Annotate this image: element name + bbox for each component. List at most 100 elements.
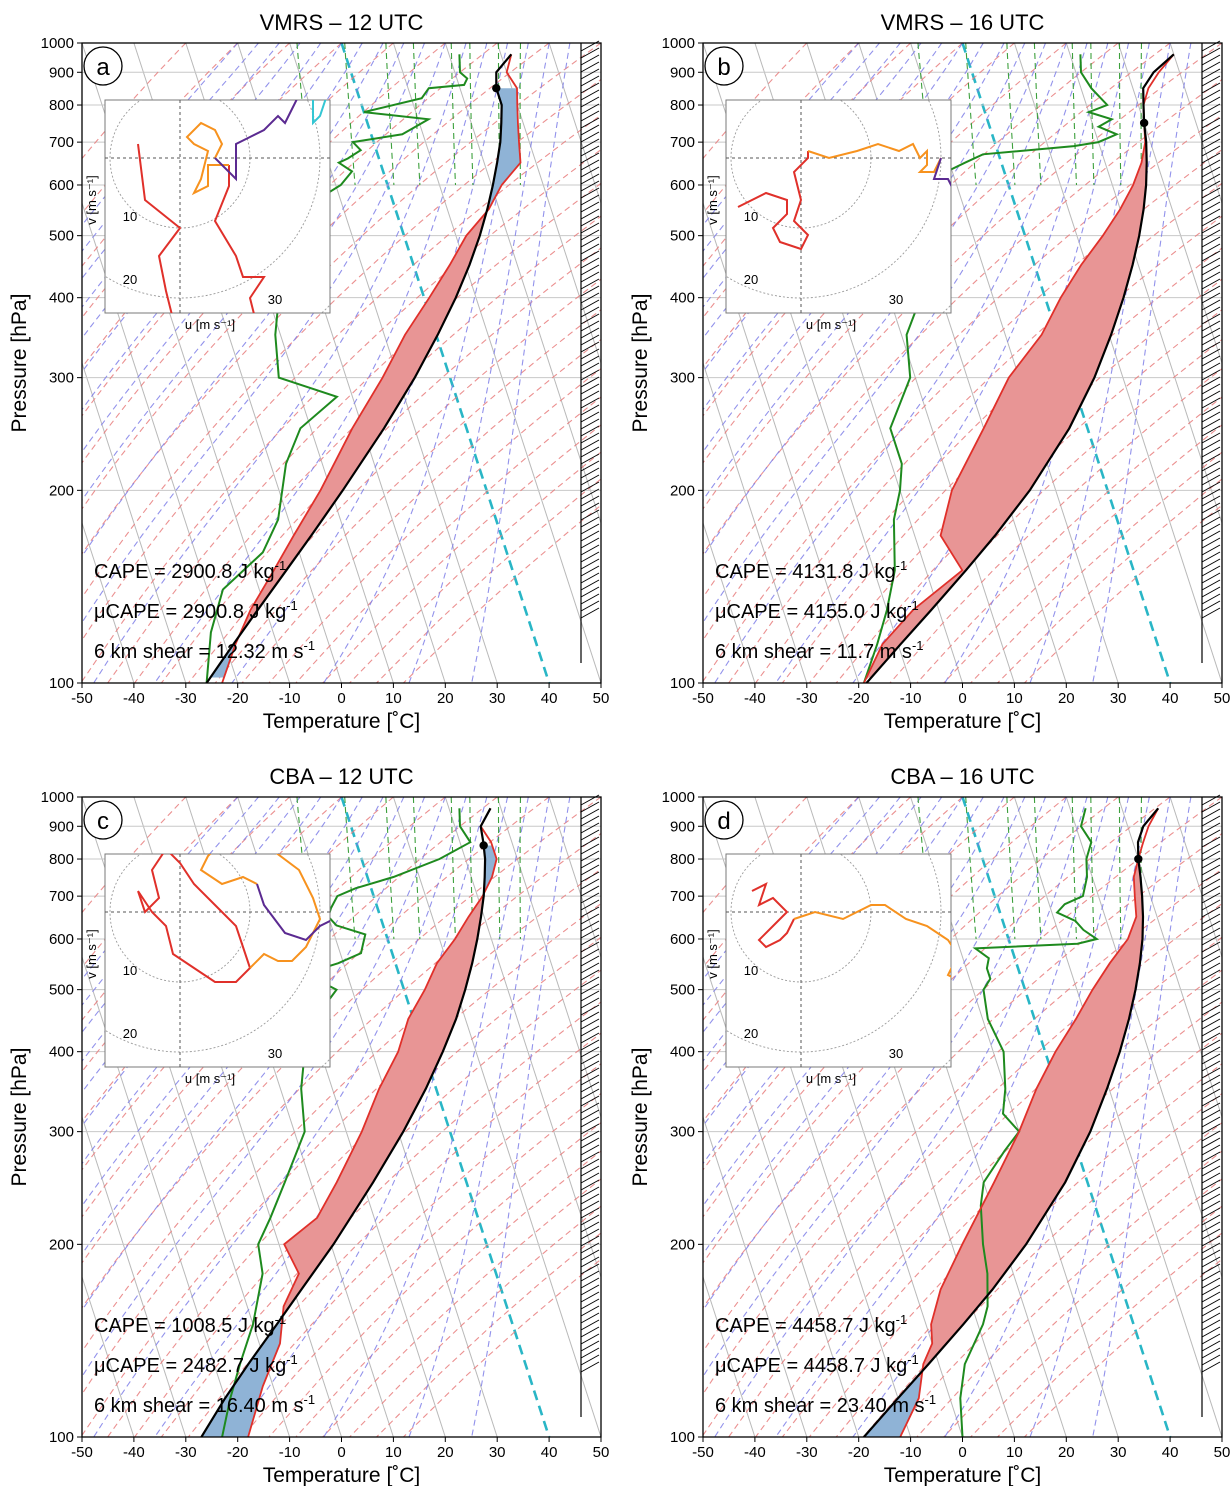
stat-mucape-sup: -1 (286, 1352, 298, 1367)
x-tick-label: 10 (1006, 690, 1023, 707)
wind-barbs (581, 795, 599, 1417)
y-tick-label: 600 (49, 931, 74, 948)
x-tick-label: -10 (279, 1444, 301, 1461)
x-tick-label: 10 (385, 690, 402, 707)
x-axis-label: Temperature [˚C] (884, 710, 1042, 733)
y-tick-label: 700 (670, 134, 695, 151)
lcl-marker (1134, 855, 1142, 863)
x-tick-label: 40 (1162, 690, 1179, 707)
x-tick-label: -40 (123, 1444, 145, 1461)
isotherm (445, 43, 653, 683)
stat-mucape: μCAPE = 4458.7 J kg-1 (715, 1352, 919, 1377)
stat-mucape-sup: -1 (907, 598, 919, 613)
x-tick-label: 20 (1058, 690, 1075, 707)
stat-mucape-text: μCAPE = 2900.8 J kg (94, 601, 286, 623)
hodograph-x-label: u [m s⁻¹] (185, 317, 235, 332)
y-tick-label: 500 (49, 982, 74, 999)
y-tick-label: 400 (670, 290, 695, 307)
y-tick-label: 1000 (41, 789, 74, 806)
x-tick-label: 20 (1058, 1444, 1075, 1461)
hodograph-ring-label: 20 (744, 1026, 758, 1041)
x-tick-label: 30 (1110, 690, 1127, 707)
stat-shear-sup: -1 (912, 638, 924, 653)
y-tick-label: 200 (670, 482, 695, 499)
hodograph-y-label: v [m s⁻¹] (705, 929, 720, 978)
stat-shear: 6 km shear = 23.40 m s-1 (715, 1392, 936, 1417)
x-tick-label: 50 (593, 1444, 610, 1461)
y-tick-label: 300 (49, 370, 74, 387)
x-tick-label: 40 (541, 1444, 558, 1461)
x-tick-label: 0 (337, 690, 345, 707)
hodograph-x-label: u [m s⁻¹] (806, 1071, 856, 1086)
stat-shear-text: 6 km shear = 11.7 m s (715, 641, 912, 663)
stat-cape-sup: -1 (275, 558, 287, 573)
hodograph-ring-label: 20 (744, 272, 758, 287)
x-tick-label: -50 (71, 1444, 93, 1461)
hodograph-ring-label: 10 (123, 963, 137, 978)
x-tick-label: 20 (437, 690, 454, 707)
lcl-marker (479, 841, 487, 849)
wind-barbs (1202, 41, 1220, 663)
hodograph-y-label: v [m s⁻¹] (84, 929, 99, 978)
y-tick-label: 900 (670, 818, 695, 835)
x-tick-label: -20 (848, 690, 870, 707)
hodograph-y-label: v [m s⁻¹] (84, 175, 99, 224)
x-tick-label: -10 (900, 1444, 922, 1461)
wind-barbs (581, 41, 599, 663)
mixing-ratio-line (386, 797, 394, 939)
y-tick-label: 300 (670, 370, 695, 387)
x-axis-label: Temperature [˚C] (884, 1464, 1042, 1486)
stat-shear: 6 km shear = 16.40 m s-1 (94, 1392, 315, 1417)
y-tick-label: 300 (670, 1124, 695, 1141)
hodograph-ring-label: 30 (889, 1046, 903, 1061)
stat-shear-sup: -1 (304, 1392, 316, 1407)
hodograph-y-label: v [m s⁻¹] (705, 175, 720, 224)
x-tick-label: -20 (227, 1444, 249, 1461)
hodograph-frame (726, 100, 951, 313)
x-tick-label: -50 (71, 690, 93, 707)
stat-cape: CAPE = 2900.8 J kg-1 (94, 558, 286, 583)
y-tick-label: 800 (670, 851, 695, 868)
mixing-ratio-line (1120, 797, 1121, 939)
y-tick-label: 100 (670, 1429, 695, 1446)
panel-letter: a (96, 54, 110, 81)
panel-title: CBA – 12 UTC (269, 764, 413, 789)
mixing-ratio-line (1007, 43, 1015, 185)
isotherm (393, 43, 601, 683)
stat-cape-sup: -1 (896, 558, 908, 573)
y-tick-label: 200 (670, 1236, 695, 1253)
x-tick-label: 40 (541, 690, 558, 707)
x-tick-label: -50 (692, 1444, 714, 1461)
x-axis-label: Temperature [˚C] (263, 1464, 421, 1486)
mixing-ratio-line (470, 43, 473, 185)
x-tick-label: -30 (796, 1444, 818, 1461)
hodograph-ring-label: 10 (744, 963, 758, 978)
y-tick-label: 600 (49, 177, 74, 194)
panel-letter: d (717, 808, 730, 835)
x-tick-label: -20 (227, 690, 249, 707)
y-tick-label: 200 (49, 482, 74, 499)
y-tick-label: 1000 (41, 35, 74, 52)
mixing-ratio-line (1091, 797, 1094, 939)
stat-shear: 6 km shear = 12.32 m s-1 (94, 638, 315, 663)
y-tick-label: 900 (49, 64, 74, 81)
y-tick-label: 400 (49, 1044, 74, 1061)
x-tick-label: 50 (1214, 690, 1231, 707)
x-tick-label: -50 (692, 690, 714, 707)
x-tick-label: 10 (1006, 1444, 1023, 1461)
y-axis-label: Pressure [hPa] (8, 1048, 31, 1187)
x-tick-label: 50 (1214, 1444, 1231, 1461)
mixing-ratio-line (1007, 797, 1015, 939)
panel-title: CBA – 16 UTC (890, 764, 1034, 789)
panel-title: VMRS – 16 UTC (881, 10, 1045, 35)
isotherm (1118, 43, 1231, 683)
y-tick-label: 1000 (662, 789, 695, 806)
y-tick-label: 500 (49, 228, 74, 245)
hodograph-ring-label: 30 (268, 292, 282, 307)
stat-cape-text: CAPE = 4131.8 J kg (715, 561, 896, 583)
isotherm (392, 797, 600, 1437)
x-tick-label: -30 (796, 690, 818, 707)
